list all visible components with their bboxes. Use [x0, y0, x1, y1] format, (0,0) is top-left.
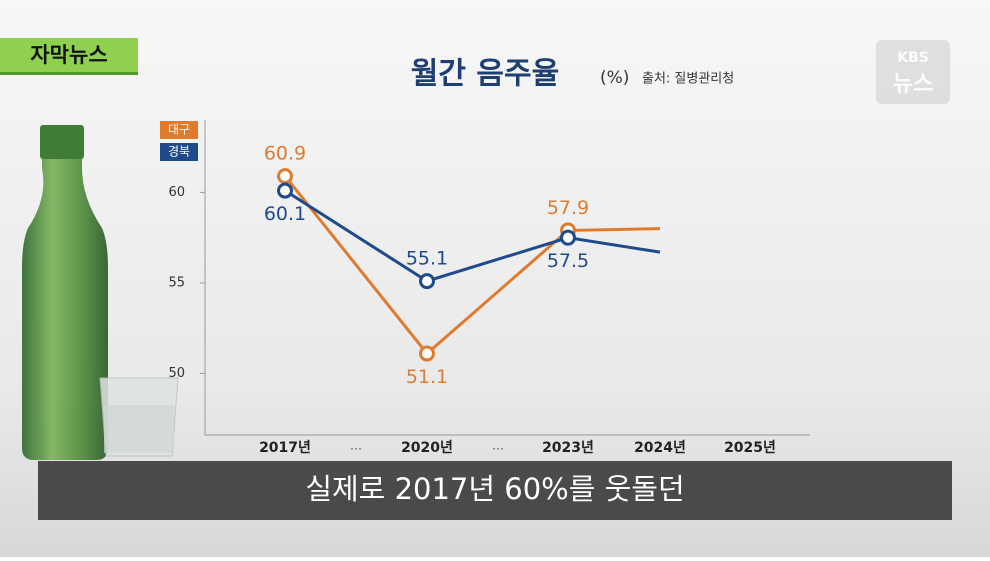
- point: [419, 345, 435, 362]
- y-tick-label: 60: [168, 185, 185, 200]
- x-break: …: [350, 439, 362, 453]
- bottle: [22, 125, 108, 460]
- logo: KBS 뉴스: [876, 40, 950, 104]
- shot-glass: [99, 377, 179, 457]
- caption-band: 실제로 2017년 60%를 웃돌던: [38, 461, 952, 520]
- x-tick-label: 2024년: [634, 440, 686, 456]
- data-label: 60.1: [264, 203, 306, 225]
- logo-brand: KBS: [897, 50, 929, 66]
- data-label: 57.5: [547, 250, 589, 272]
- x-tick-label: 2023년: [542, 440, 594, 456]
- data-label: 51.1: [406, 366, 448, 388]
- badge: 자막뉴스: [0, 38, 138, 75]
- data-label: 55.1: [406, 248, 448, 270]
- y-tick-label: 50: [168, 366, 185, 381]
- data-label: 57.9: [547, 197, 589, 219]
- x-tick-label: 2017년: [259, 440, 311, 456]
- x-tick-label: 2025년: [724, 440, 776, 456]
- badge-text: 자막뉴스: [30, 43, 107, 67]
- legend-swatch: [160, 143, 198, 161]
- caption: 실제로 2017년 60%를 웃돌던: [305, 472, 684, 506]
- legend-swatch: [160, 121, 198, 139]
- x-tick-label: 2020년: [401, 440, 453, 456]
- legend-label: 대구: [168, 123, 190, 137]
- point: [277, 182, 293, 199]
- chart-title: 월간 음주율: [411, 57, 559, 92]
- logo-name: 뉴스: [893, 72, 933, 97]
- series-line: [284, 189, 661, 283]
- unit: (%): [600, 68, 629, 88]
- data-label: 60.9: [264, 143, 306, 165]
- point: [419, 273, 435, 290]
- legend-label: 경북: [168, 145, 190, 159]
- series-line: [283, 175, 661, 356]
- x-break: …: [492, 439, 504, 453]
- y-tick-label: 55: [168, 275, 185, 290]
- source: 출처: 질병관리청: [642, 72, 734, 87]
- point: [277, 168, 293, 185]
- point: [560, 229, 576, 246]
